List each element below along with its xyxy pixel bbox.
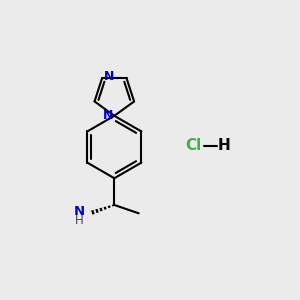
Text: N: N <box>103 109 113 122</box>
Text: N: N <box>74 205 85 218</box>
Text: Cl: Cl <box>186 138 202 153</box>
Text: H: H <box>75 214 84 227</box>
Text: H: H <box>218 138 230 153</box>
Text: N: N <box>103 70 114 83</box>
